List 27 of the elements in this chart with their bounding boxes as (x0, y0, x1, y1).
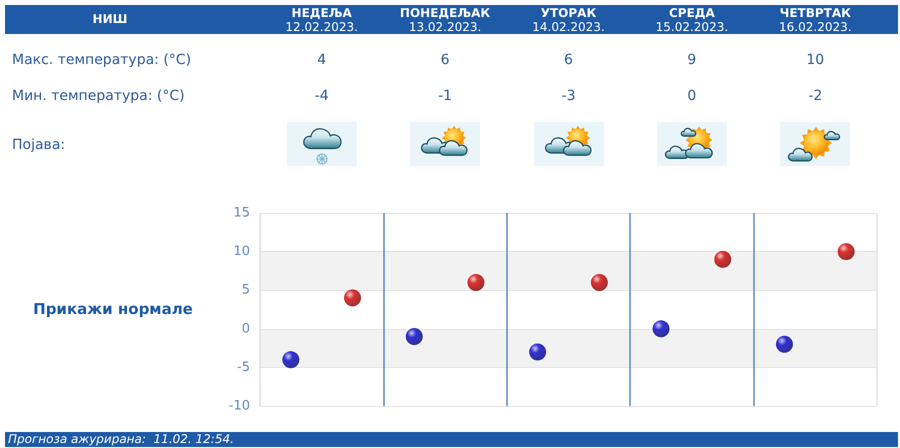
category-label: ПОНЕДЕЉАК 13.02.2023. (398, 6, 492, 34)
data-label: 10 (805, 52, 826, 68)
category-label: НЕДЕЉА 12.02.2023. (284, 6, 359, 34)
data-label: 0 (686, 88, 698, 104)
text: Макс. температура: (°C) (12, 52, 192, 68)
data-label: -3 (560, 88, 576, 104)
data-label: 6 (440, 52, 451, 68)
y-tick-label: -5 (237, 360, 250, 375)
data-label: 6 (563, 52, 574, 68)
text: Прогноза ажурирана: 11.02. 12:54. (5, 432, 898, 447)
text: Појава: (12, 137, 66, 153)
y-tick-label: 15 (233, 206, 250, 220)
text: НИШ (92, 11, 128, 28)
category-label: СРЕДА 15.02.2023. (654, 6, 730, 34)
category-label: УТОРАК 14.02.2023. (531, 6, 606, 34)
data-label: 9 (686, 52, 698, 68)
y-tick-label: 0 (242, 321, 250, 336)
y-tick-label: 5 (242, 282, 250, 298)
data-label: -1 (437, 88, 454, 104)
y-tick-label: -10 (228, 398, 250, 414)
y-tick-label: 10 (233, 244, 250, 260)
data-label: -4 (314, 88, 330, 104)
category-label: ЧЕТВРТАК 16.02.2023. (778, 6, 853, 34)
data-label: -2 (807, 88, 824, 104)
data-label: 4 (316, 52, 328, 68)
text: Прикажи нормале (32, 300, 194, 318)
text: Мин. температура: (°C) (12, 88, 185, 104)
